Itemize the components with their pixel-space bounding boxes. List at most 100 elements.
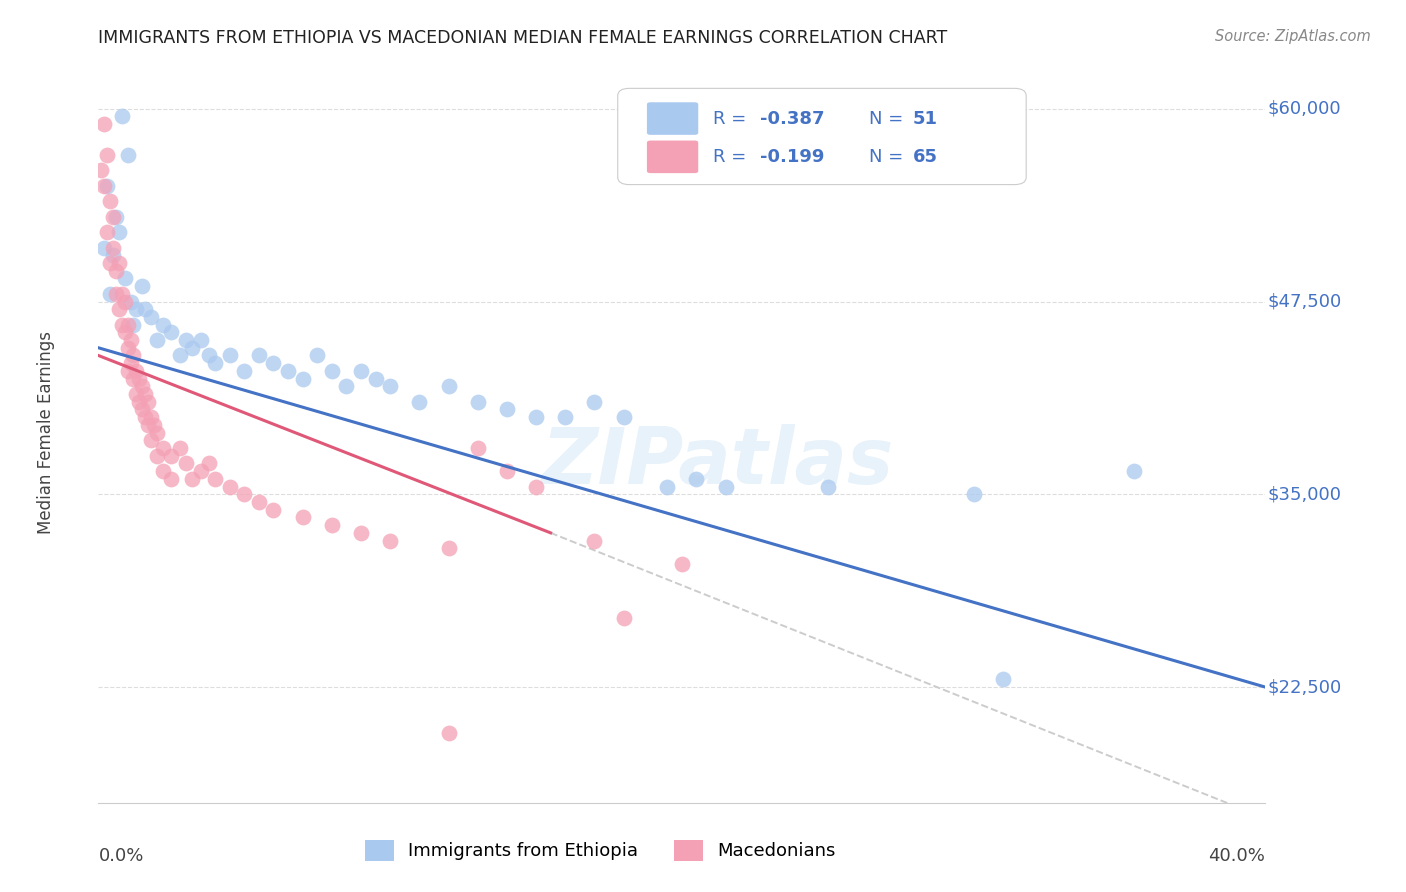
Text: 0.0%: 0.0% [98, 847, 143, 865]
Text: Source: ZipAtlas.com: Source: ZipAtlas.com [1215, 29, 1371, 44]
Point [120, 333, 142, 347]
Point [714, 480, 737, 494]
Point [139, 410, 162, 425]
Point [152, 318, 174, 332]
Text: R =: R = [713, 110, 752, 128]
Point [233, 364, 256, 378]
Point [262, 356, 284, 370]
Text: R =: R = [713, 148, 752, 166]
Text: 51: 51 [912, 110, 938, 128]
Point [139, 434, 162, 448]
Point [122, 318, 145, 332]
Point [169, 441, 191, 455]
Point [131, 379, 153, 393]
Point [134, 302, 156, 317]
Point [111, 318, 134, 332]
Point [817, 480, 839, 494]
Point [685, 472, 707, 486]
Point [169, 349, 191, 363]
Point [174, 333, 197, 347]
Point [198, 349, 221, 363]
Point [204, 472, 226, 486]
Point [198, 457, 221, 471]
Point [190, 464, 212, 478]
Point [142, 417, 165, 432]
Text: N =: N = [869, 110, 908, 128]
FancyBboxPatch shape [617, 88, 1026, 185]
Text: N =: N = [869, 148, 908, 166]
Point [350, 364, 373, 378]
Point [104, 286, 127, 301]
Point [321, 364, 343, 378]
Point [583, 533, 606, 548]
Point [437, 541, 460, 556]
Point [96, 178, 118, 193]
Text: $22,500: $22,500 [1268, 678, 1341, 696]
Point [136, 394, 159, 409]
Point [204, 356, 226, 370]
Point [93, 240, 115, 255]
Point [247, 349, 270, 363]
Point [117, 148, 139, 162]
Point [583, 394, 606, 409]
Text: Median Female Earnings: Median Female Earnings [37, 331, 55, 534]
Point [146, 449, 169, 463]
Point [657, 480, 679, 494]
Point [524, 410, 547, 425]
Point [104, 210, 127, 224]
Point [160, 449, 183, 463]
Text: 65: 65 [912, 148, 938, 166]
Point [114, 294, 136, 309]
Point [496, 402, 519, 417]
Point [98, 194, 121, 209]
Point [131, 402, 153, 417]
Point [190, 333, 212, 347]
Point [524, 480, 547, 494]
Point [277, 364, 299, 378]
Point [160, 472, 183, 486]
FancyBboxPatch shape [647, 103, 699, 135]
Point [218, 480, 240, 494]
Point [152, 464, 174, 478]
Point [554, 410, 576, 425]
Point [671, 557, 693, 571]
Point [962, 487, 984, 501]
Text: $47,500: $47,500 [1268, 293, 1341, 310]
Point [146, 425, 169, 440]
Point [125, 364, 148, 378]
Point [160, 326, 183, 340]
Point [136, 417, 159, 432]
Point [96, 148, 118, 162]
Text: -0.387: -0.387 [761, 110, 824, 128]
Point [218, 349, 240, 363]
Point [120, 294, 142, 309]
Point [467, 394, 489, 409]
Point [111, 286, 134, 301]
Point [291, 510, 314, 524]
Point [180, 341, 202, 355]
FancyBboxPatch shape [647, 141, 699, 173]
Point [98, 256, 121, 270]
Point [350, 525, 373, 540]
Point [101, 248, 124, 262]
Point [146, 333, 169, 347]
Point [174, 457, 197, 471]
Point [120, 356, 142, 370]
Legend: Immigrants from Ethiopia, Macedonians: Immigrants from Ethiopia, Macedonians [357, 832, 844, 868]
Point [93, 178, 115, 193]
Point [101, 240, 124, 255]
Point [114, 271, 136, 285]
Point [612, 410, 634, 425]
Point [1123, 464, 1146, 478]
Point [101, 210, 124, 224]
Point [108, 225, 131, 239]
Point [114, 326, 136, 340]
Point [437, 379, 460, 393]
Point [321, 518, 343, 533]
Text: IMMIGRANTS FROM ETHIOPIA VS MACEDONIAN MEDIAN FEMALE EARNINGS CORRELATION CHART: IMMIGRANTS FROM ETHIOPIA VS MACEDONIAN M… [98, 29, 948, 47]
Point [128, 394, 150, 409]
Point [125, 302, 148, 317]
Point [117, 318, 139, 332]
Point [117, 364, 139, 378]
Text: ZIPatlas: ZIPatlas [541, 425, 893, 500]
